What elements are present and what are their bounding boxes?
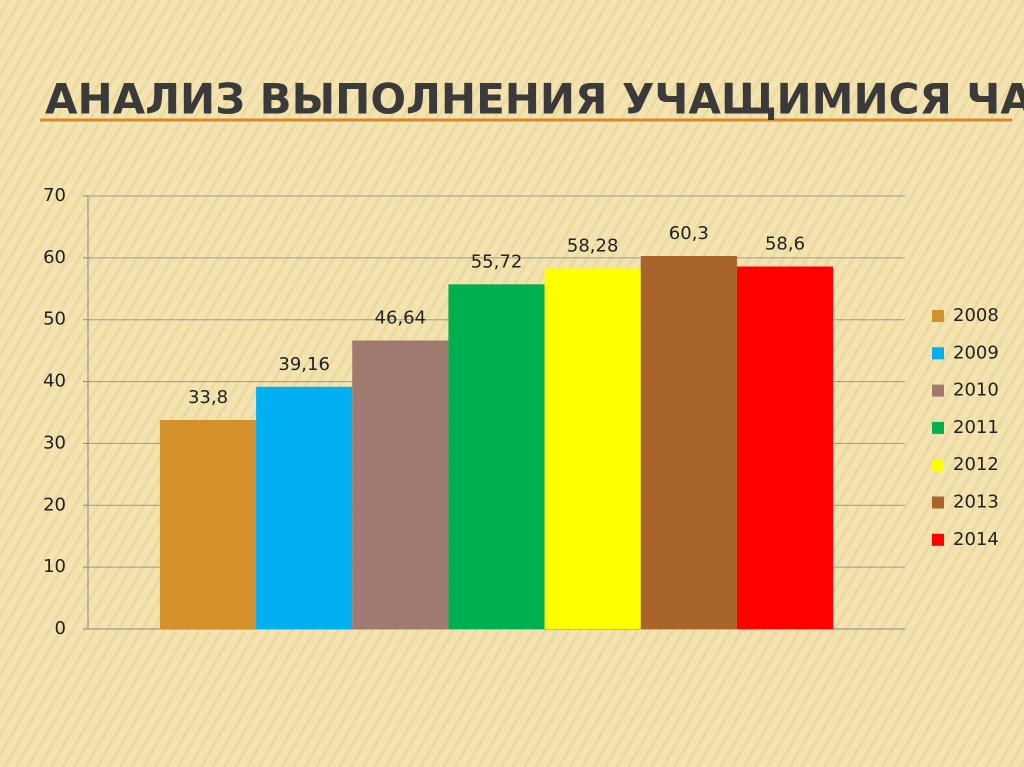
legend-label: 2008 bbox=[953, 305, 999, 326]
value-label: 60,3 bbox=[669, 223, 709, 244]
legend-swatch bbox=[932, 347, 944, 360]
legend-swatch bbox=[932, 533, 944, 546]
value-label: 55,72 bbox=[471, 251, 523, 272]
bar bbox=[736, 266, 834, 629]
chart-title: АНАЛИЗ ВЫПОЛНЕНИЯ УЧАЩИМИСЯ ЧАСТИ В bbox=[45, 75, 1024, 124]
legend-swatch bbox=[932, 459, 944, 472]
bar bbox=[448, 284, 545, 629]
bar bbox=[640, 256, 737, 629]
bar bbox=[544, 268, 641, 629]
value-label: 46,64 bbox=[375, 307, 427, 328]
legend-swatch bbox=[932, 421, 944, 434]
legend-swatch bbox=[932, 384, 944, 397]
legend-swatch bbox=[932, 496, 944, 509]
legend-label: 2011 bbox=[953, 417, 999, 438]
bar bbox=[352, 340, 449, 629]
value-label: 39,16 bbox=[278, 354, 330, 375]
legend-label: 2013 bbox=[953, 492, 999, 513]
y-tick-label: 30 bbox=[43, 432, 66, 453]
legend-label: 2009 bbox=[953, 342, 999, 363]
legend-label: 2014 bbox=[953, 529, 999, 550]
y-tick-label: 0 bbox=[55, 618, 66, 639]
y-tick-label: 70 bbox=[43, 185, 66, 206]
bar bbox=[256, 386, 353, 629]
legend-label: 2010 bbox=[953, 380, 999, 401]
y-tick-label: 20 bbox=[43, 494, 66, 515]
value-label: 58,6 bbox=[765, 234, 805, 255]
bar bbox=[159, 419, 257, 629]
legend-label: 2012 bbox=[953, 454, 999, 475]
value-label: 33,8 bbox=[188, 387, 228, 408]
y-tick-label: 50 bbox=[43, 309, 66, 330]
legend-swatch bbox=[932, 310, 944, 322]
y-tick-label: 60 bbox=[43, 247, 66, 268]
y-tick-label: 10 bbox=[43, 556, 66, 577]
value-label: 58,28 bbox=[567, 235, 619, 256]
y-tick-label: 40 bbox=[43, 371, 66, 392]
